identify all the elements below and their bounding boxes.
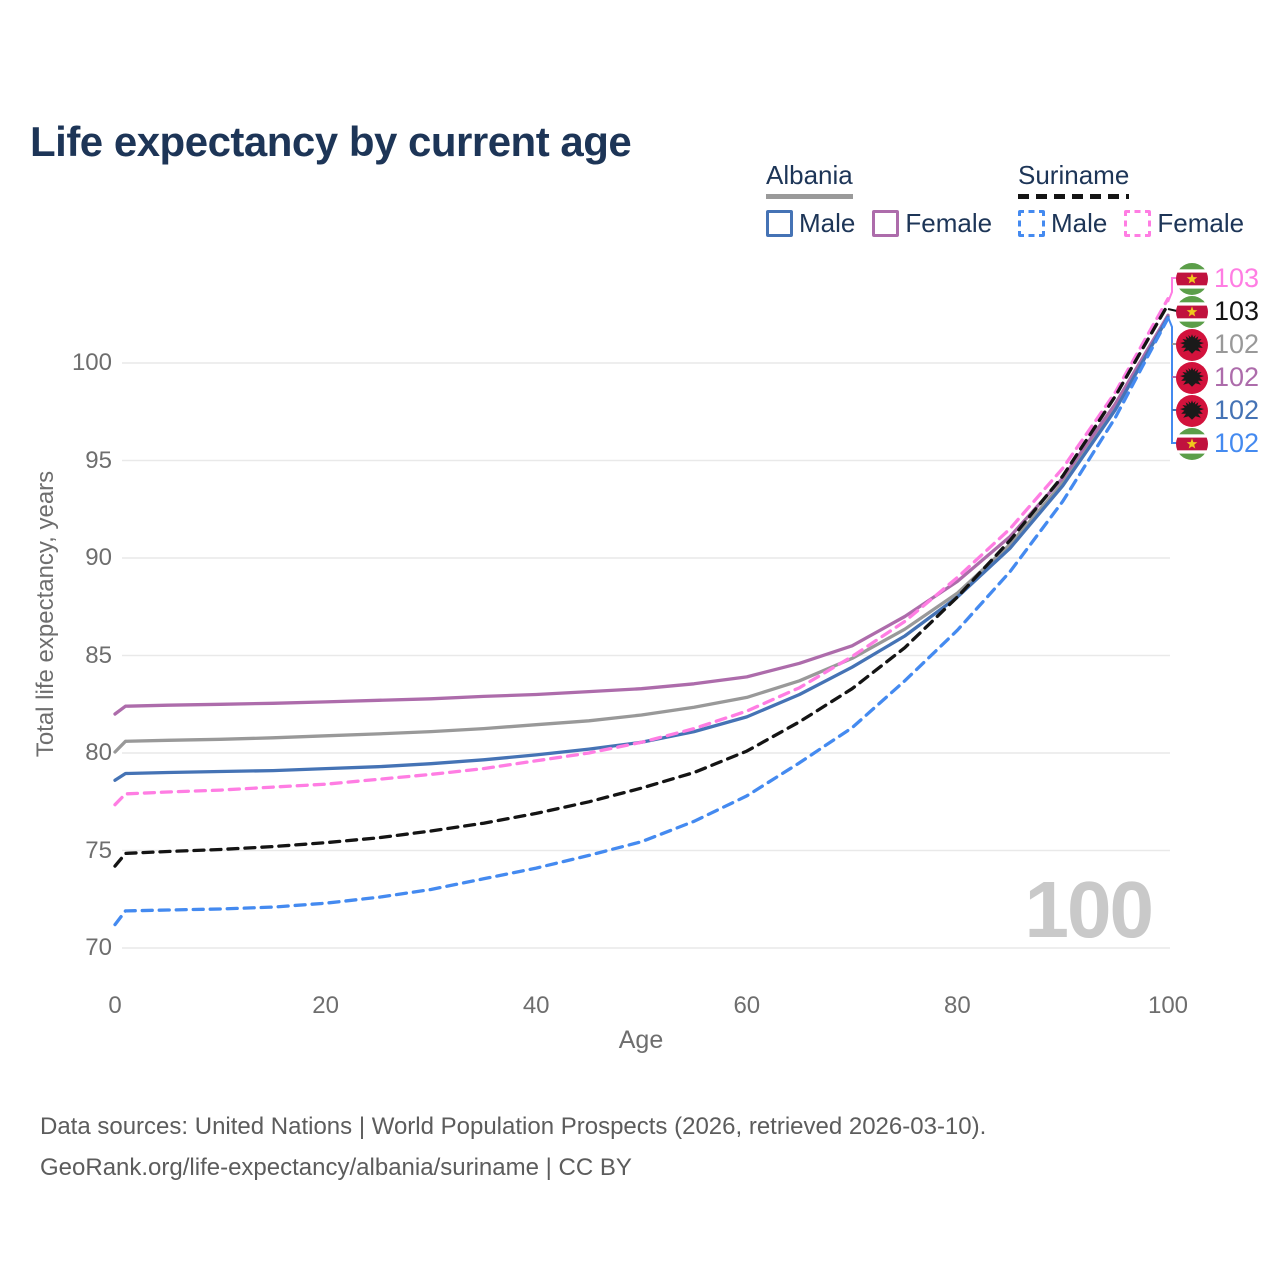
suriname-flag	[1176, 262, 1208, 295]
ytick-label-70: 70	[85, 934, 112, 961]
albania-female-swatch	[872, 210, 900, 237]
xtick-label-80: 80	[944, 992, 971, 1019]
x-axis-title: Age	[618, 1026, 664, 1054]
year-watermark: 100	[1024, 865, 1154, 954]
ytick-label-100: 100	[71, 349, 112, 376]
albania-male-swatch	[766, 210, 793, 237]
suriname-flag-icon	[1176, 262, 1208, 295]
albania-flag-icon	[1176, 361, 1208, 394]
end-label-suriname-total: 103	[1176, 295, 1259, 328]
albania-flag-icon	[1176, 328, 1208, 361]
legend-label-female: Female	[905, 208, 993, 238]
end-label-suriname-female: 103	[1176, 262, 1259, 295]
suriname-flag	[1176, 295, 1208, 328]
albania-flag	[1176, 394, 1208, 427]
legend-country-label: Albania	[766, 160, 853, 190]
legend-item-suriname-female: Female	[1124, 208, 1244, 239]
legend-group-albania: Albania Male Female	[766, 160, 992, 239]
suriname-flag	[1176, 427, 1208, 460]
albania-flag	[1176, 328, 1208, 361]
legend-country-albania: Albania	[766, 160, 853, 199]
leader-suriname-total	[1167, 308, 1178, 312]
albania-flag-icon	[1176, 394, 1208, 427]
xtick-label-100: 100	[1147, 992, 1189, 1019]
ytick-label-90: 90	[85, 544, 112, 571]
series-line-suriname-total	[113, 302, 1170, 868]
ytick-label-80: 80	[85, 739, 112, 766]
xtick-label-40: 40	[522, 992, 550, 1019]
end-label-albania-total: 102	[1176, 328, 1259, 361]
page-title: Life expectancy by current age	[30, 118, 632, 166]
xtick-label-20: 20	[312, 992, 339, 1019]
albania-flag	[1176, 361, 1208, 394]
leader-bracket	[1167, 316, 1177, 444]
series-line-suriname-male	[113, 316, 1170, 927]
end-label-albania-male: 102	[1176, 394, 1259, 427]
series-line-albania-female	[113, 313, 1170, 716]
legend-label-female: Female	[1157, 208, 1245, 238]
end-label-value: 102	[1214, 362, 1260, 392]
suriname-flag-icon	[1176, 427, 1208, 460]
xtick-label-60: 60	[733, 992, 761, 1019]
suriname-flag-icon	[1176, 295, 1208, 328]
legend-items-albania: Male Female	[766, 208, 992, 239]
legend-country-label: Suriname	[1018, 160, 1130, 190]
series-line-albania-male	[113, 315, 1170, 782]
suriname-female-swatch	[1124, 210, 1152, 237]
footer-attribution: GeoRank.org/life-expectancy/albania/suri…	[40, 1154, 632, 1181]
legend-group-suriname: Suriname Male Female	[1018, 160, 1244, 239]
end-label-value: 102	[1214, 428, 1260, 458]
footer-data-sources: Data sources: United Nations | World Pop…	[40, 1113, 987, 1140]
suriname-male-swatch	[1018, 210, 1045, 237]
xtick-label-0: 0	[108, 992, 122, 1019]
series-line-suriname-female	[113, 297, 1170, 807]
ytick-label-85: 85	[85, 641, 112, 669]
legend-item-suriname-male: Male	[1018, 208, 1107, 239]
end-label-albania-female: 102	[1176, 361, 1259, 394]
y-axis-title: Total life expectancy, years	[32, 470, 59, 758]
legend-country-suriname: Suriname	[1018, 160, 1130, 199]
suriname-line-style-sample	[1018, 194, 1130, 199]
ytick-label-95: 95	[85, 446, 112, 474]
legend-label-male: Male	[799, 208, 856, 238]
end-label-value: 102	[1214, 395, 1260, 425]
ytick-label-75: 75	[85, 836, 112, 864]
footer: Data sources: United Nations | World Pop…	[40, 1106, 986, 1188]
legend-item-albania-female: Female	[872, 208, 992, 239]
end-label-value: 102	[1214, 329, 1260, 359]
end-label-value: 103	[1214, 263, 1260, 293]
end-label-suriname-male: 102	[1176, 427, 1259, 460]
end-label-value: 103	[1214, 296, 1260, 326]
leader-suriname-female	[1167, 277, 1177, 303]
legend-item-albania-male: Male	[766, 208, 855, 239]
albania-line-style-sample	[766, 194, 853, 199]
legend-items-suriname: Male Female	[1018, 208, 1244, 239]
legend-label-male: Male	[1051, 208, 1108, 238]
